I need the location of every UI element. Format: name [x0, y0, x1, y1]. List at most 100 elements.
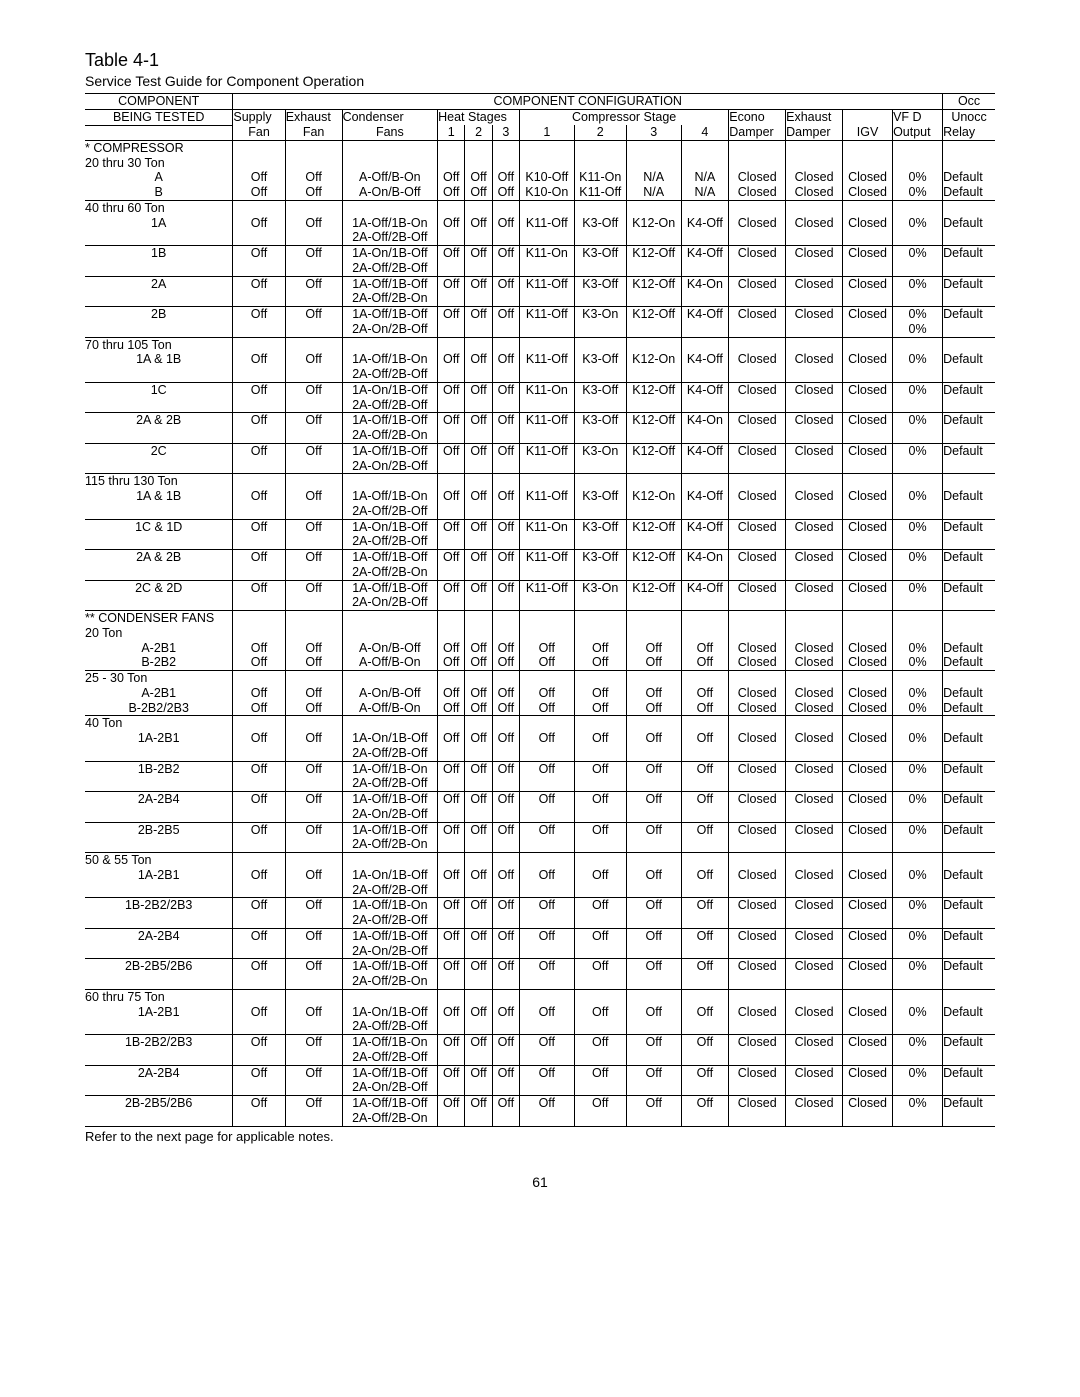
cell: 2A-Off/2B-On: [342, 291, 438, 306]
cell: Off: [285, 246, 342, 277]
cell: Fans: [342, 125, 438, 140]
cell: [342, 200, 438, 215]
cell: Off: [233, 382, 285, 413]
cell: [438, 200, 465, 215]
group-row: 70 thru 105 Ton: [85, 337, 995, 352]
cell: [438, 140, 465, 155]
cell: [574, 611, 626, 626]
cell: [574, 716, 626, 731]
component-cell: 2B-2B5: [85, 822, 233, 853]
cell: Off: [233, 959, 285, 990]
cell: [574, 989, 626, 1004]
table-row: B-2B2/2B3OffOffA-Off/B-OnOffOffOffOffOff…: [85, 701, 995, 716]
cell: Off: [285, 382, 342, 413]
cell: [285, 853, 342, 868]
table-row: 1C & 1DOffOff1A-On/1B-OffOffOffOffK11-On…: [85, 519, 995, 534]
cell: Damper: [786, 125, 843, 140]
cell: Off: [233, 928, 285, 959]
cell: 2A-Off/2B-Off: [342, 1019, 438, 1034]
component-cell: 2A & 2B: [85, 550, 233, 581]
cell: Off: [285, 276, 342, 307]
cell: 2A-On/2B-Off: [342, 322, 438, 337]
cell: 1A-Off/1B-Off: [342, 1065, 438, 1080]
group-row: ** CONDENSER FANS: [85, 611, 995, 626]
cell: Off: [285, 216, 342, 246]
cell: Off: [233, 686, 285, 701]
component-cell: A-2B1: [85, 641, 233, 656]
group-row: 20 Ton: [85, 626, 995, 641]
cell: Output: [893, 125, 943, 140]
cell: Damper: [729, 125, 786, 140]
cell: [681, 611, 729, 626]
cell: [285, 611, 342, 626]
cell: Off: [233, 898, 285, 929]
cell: [492, 671, 519, 686]
cell: Off: [233, 701, 285, 716]
cell: Off: [233, 185, 285, 200]
cell: 2A-Off/2B-Off: [342, 504, 438, 519]
cell: A-On/B-Off: [342, 641, 438, 656]
cell: 1A-Off/1B-Off: [342, 822, 438, 837]
group-row: 115 thru 130 Ton: [85, 474, 995, 489]
component-cell: 2A-2B4: [85, 1065, 233, 1096]
cell: [893, 626, 943, 641]
cell: [786, 853, 843, 868]
cell: [893, 611, 943, 626]
cell: Off: [233, 170, 285, 185]
cell: 2A-On/2B-Off: [342, 1080, 438, 1095]
cell: [465, 989, 492, 1004]
cell: 2: [574, 125, 626, 140]
cell: Off: [233, 307, 285, 338]
table-row: 2C & 2DOffOff1A-Off/1B-OffOffOffOffK11-O…: [85, 580, 995, 595]
cell: [285, 337, 342, 352]
cell: [465, 716, 492, 731]
cell: [285, 671, 342, 686]
cell: [626, 474, 681, 489]
table-row: A-2B1OffOffA-On/B-OffOffOffOffOffOffOffO…: [85, 686, 995, 701]
cell: [438, 611, 465, 626]
cell: [520, 853, 575, 868]
cell: 3: [626, 125, 681, 140]
cell: 2A-Off/2B-Off: [342, 746, 438, 761]
cell: Off: [233, 655, 285, 670]
cell: Off: [285, 1065, 342, 1096]
component-cell: 2B: [85, 307, 233, 338]
cell: Off: [233, 352, 285, 382]
cell: [285, 140, 342, 155]
cell: 1A-On/1B-Off: [342, 731, 438, 746]
cell: [729, 140, 786, 155]
cell: [492, 474, 519, 489]
cell: [233, 140, 285, 155]
cell: [574, 474, 626, 489]
cell: [233, 474, 285, 489]
cell: [943, 853, 995, 868]
cell: Off: [285, 822, 342, 853]
table-row: 2A & 2BOffOff1A-Off/1B-OffOffOffOffK11-O…: [85, 550, 995, 565]
group-label: 40 thru 60 Ton: [85, 200, 233, 215]
cell: 2A-Off/2B-Off: [342, 534, 438, 549]
cell: [626, 337, 681, 352]
cell: [843, 140, 893, 155]
component-cell: B-2B2/2B3: [85, 701, 233, 716]
cell: [438, 853, 465, 868]
component-cell: 1C & 1D: [85, 519, 233, 550]
cell: Off: [285, 519, 342, 550]
cell: [943, 611, 995, 626]
cell: [893, 200, 943, 215]
cell: A-Off/B-On: [342, 655, 438, 670]
cell: Off: [233, 641, 285, 656]
cell: [574, 156, 626, 171]
cell: [465, 611, 492, 626]
cell: [285, 200, 342, 215]
cell: [943, 140, 995, 155]
cell: [786, 140, 843, 155]
cell: [729, 853, 786, 868]
cell: Off: [285, 792, 342, 823]
cell: [681, 853, 729, 868]
cell: [786, 200, 843, 215]
cell: [626, 611, 681, 626]
cell: [285, 989, 342, 1004]
table-row: 1A & 1BOffOff1A-Off/1B-OnOffOffOffK11-Of…: [85, 352, 995, 367]
cell: [681, 200, 729, 215]
component-cell: 1A & 1B: [85, 489, 233, 519]
